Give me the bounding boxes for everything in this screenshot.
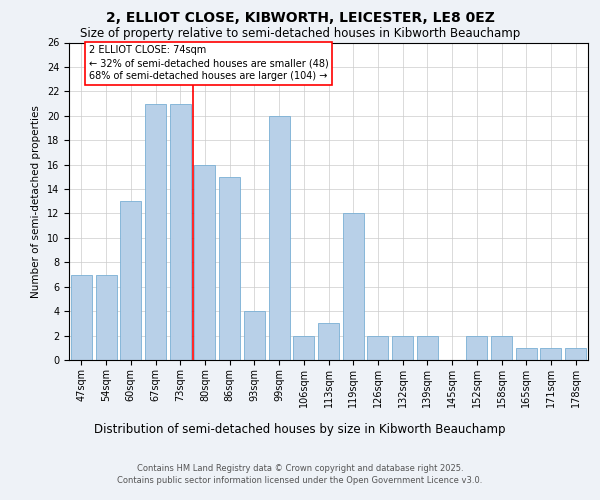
- Bar: [170, 104, 191, 360]
- Bar: [565, 348, 586, 360]
- Bar: [244, 311, 265, 360]
- Text: Contains HM Land Registry data © Crown copyright and database right 2025.: Contains HM Land Registry data © Crown c…: [137, 464, 463, 473]
- Text: 2, ELLIOT CLOSE, KIBWORTH, LEICESTER, LE8 0EZ: 2, ELLIOT CLOSE, KIBWORTH, LEICESTER, LE…: [106, 12, 494, 26]
- Text: Contains public sector information licensed under the Open Government Licence v3: Contains public sector information licen…: [118, 476, 482, 485]
- Bar: [466, 336, 487, 360]
- Bar: [269, 116, 290, 360]
- Bar: [120, 201, 141, 360]
- Bar: [318, 324, 339, 360]
- Bar: [516, 348, 537, 360]
- Bar: [293, 336, 314, 360]
- Bar: [71, 274, 92, 360]
- Bar: [367, 336, 388, 360]
- Bar: [541, 348, 562, 360]
- Bar: [145, 104, 166, 360]
- Text: Size of property relative to semi-detached houses in Kibworth Beauchamp: Size of property relative to semi-detach…: [80, 28, 520, 40]
- Bar: [392, 336, 413, 360]
- Bar: [194, 164, 215, 360]
- Bar: [491, 336, 512, 360]
- Bar: [343, 214, 364, 360]
- Bar: [417, 336, 438, 360]
- Text: 2 ELLIOT CLOSE: 74sqm
← 32% of semi-detached houses are smaller (48)
68% of semi: 2 ELLIOT CLOSE: 74sqm ← 32% of semi-deta…: [89, 45, 329, 82]
- Text: Distribution of semi-detached houses by size in Kibworth Beauchamp: Distribution of semi-detached houses by …: [94, 422, 506, 436]
- Bar: [219, 177, 240, 360]
- Bar: [95, 274, 116, 360]
- Y-axis label: Number of semi-detached properties: Number of semi-detached properties: [31, 105, 41, 298]
